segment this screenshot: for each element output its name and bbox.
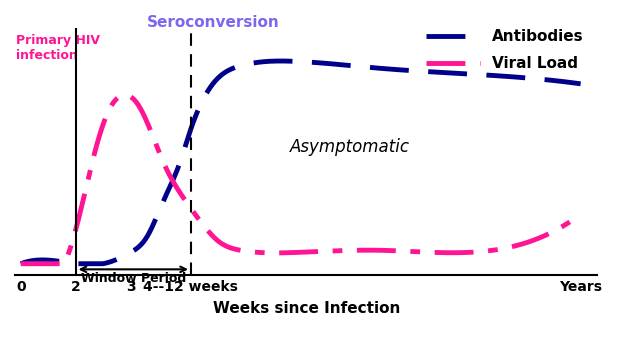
Text: Asymptomatic: Asymptomatic [290,138,410,156]
X-axis label: Weeks since Infection: Weeks since Infection [213,301,400,316]
Text: Seroconversion: Seroconversion [147,15,280,30]
Text: Primary HIV
infection: Primary HIV infection [16,34,100,62]
Legend: Antibodies, Viral Load: Antibodies, Viral Load [420,23,590,77]
Text: Window Period: Window Period [81,271,186,285]
